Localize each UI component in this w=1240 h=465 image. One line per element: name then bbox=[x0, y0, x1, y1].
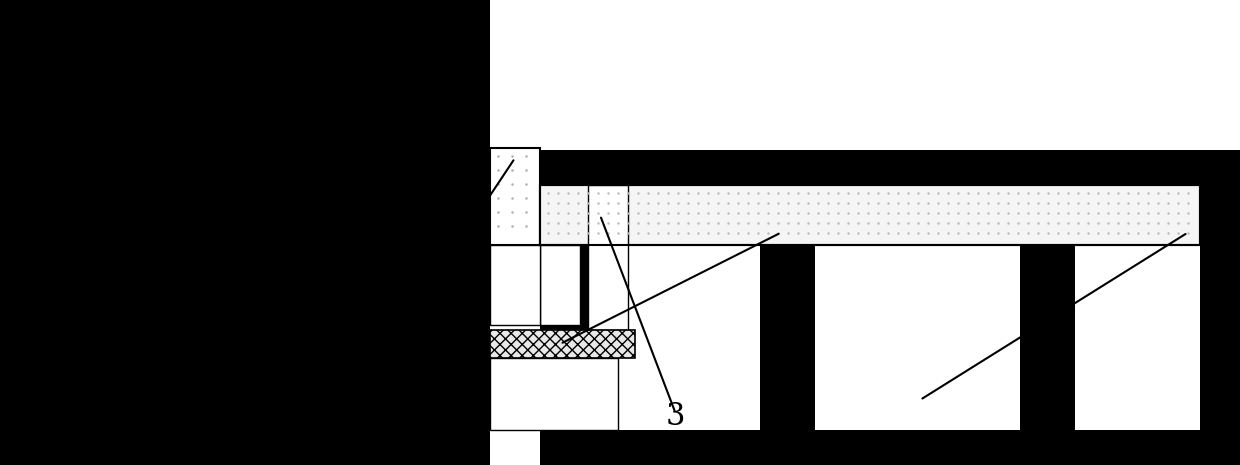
Bar bbox=[1075, 245, 1200, 465]
Bar bbox=[627, 245, 760, 465]
Bar bbox=[588, 185, 627, 330]
Bar bbox=[490, 358, 618, 430]
Bar bbox=[1200, 150, 1230, 245]
Bar bbox=[490, 148, 539, 245]
Bar bbox=[539, 325, 588, 360]
Bar bbox=[490, 430, 1240, 465]
Bar bbox=[539, 185, 1200, 245]
Bar bbox=[490, 245, 588, 465]
Text: 8: 8 bbox=[1178, 218, 1198, 249]
Bar bbox=[1200, 245, 1240, 465]
Bar bbox=[539, 245, 580, 325]
Text: 4: 4 bbox=[335, 401, 355, 432]
Bar bbox=[490, 150, 1230, 185]
Text: 3: 3 bbox=[666, 401, 686, 432]
Bar bbox=[490, 0, 1240, 150]
Bar bbox=[815, 245, 1021, 465]
Bar bbox=[490, 330, 635, 358]
Text: 7: 7 bbox=[771, 218, 791, 249]
Bar bbox=[539, 185, 1200, 245]
Bar bbox=[0, 0, 490, 465]
Bar bbox=[760, 245, 815, 465]
Bar bbox=[490, 245, 539, 465]
Bar bbox=[490, 245, 539, 325]
Bar bbox=[1021, 245, 1075, 465]
Bar bbox=[1200, 150, 1240, 245]
